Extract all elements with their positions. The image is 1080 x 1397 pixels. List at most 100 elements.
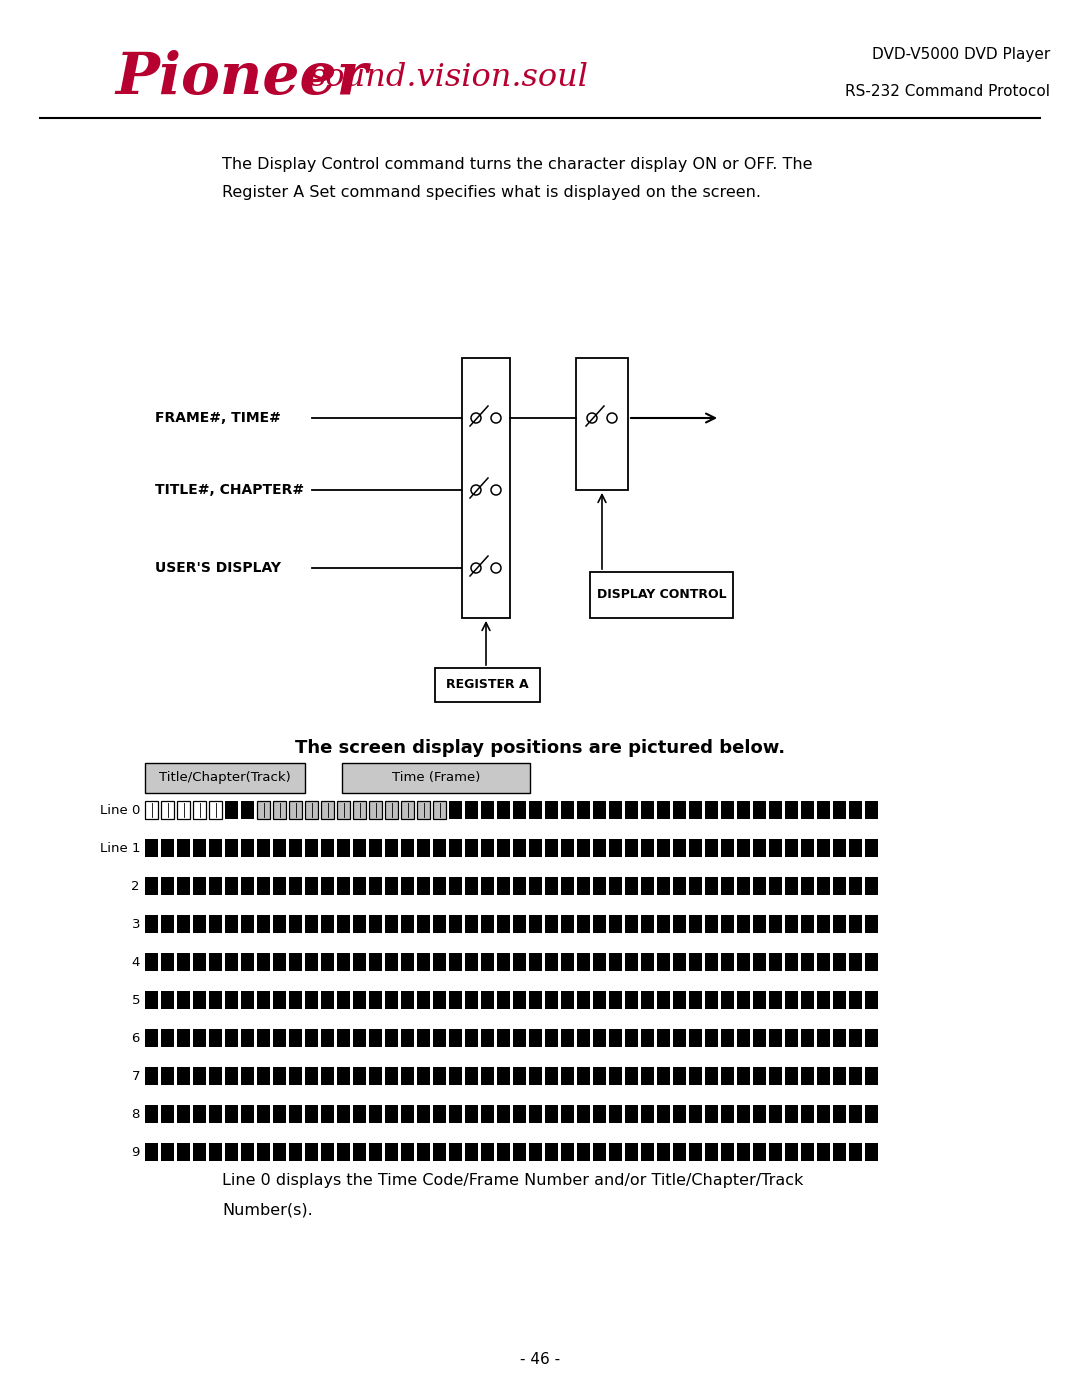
Bar [145,840,158,856]
Bar [849,1030,862,1046]
Bar [289,800,302,819]
Bar [625,1067,638,1085]
Bar [305,1143,318,1161]
Bar [321,877,334,895]
Bar [865,1143,878,1161]
Bar [561,1030,573,1046]
Bar [257,953,270,971]
Bar [401,1067,414,1085]
Bar [590,571,733,617]
Bar [801,915,814,933]
Bar [225,915,238,933]
Bar [673,915,686,933]
Text: 3: 3 [132,918,140,930]
Bar [273,1105,286,1123]
Bar [705,840,718,856]
Bar [753,1030,766,1046]
Bar [642,1030,654,1046]
Bar [384,915,399,933]
Bar [689,1143,702,1161]
Bar [177,840,190,856]
Bar [145,915,158,933]
Bar [865,1030,878,1046]
Bar [816,1105,831,1123]
Bar [337,1105,350,1123]
Bar [529,1143,542,1161]
Bar [657,990,670,1009]
Bar [497,915,510,933]
Bar [433,1105,446,1123]
Bar [241,840,254,856]
Bar [529,990,542,1009]
Bar [384,840,399,856]
Bar [833,915,846,933]
Bar [193,877,206,895]
Bar [225,1067,238,1085]
Bar [401,1143,414,1161]
Bar [577,953,590,971]
Bar [449,1105,462,1123]
Bar [865,915,878,933]
Bar [753,800,766,819]
Bar [210,1067,222,1085]
Bar [609,877,622,895]
Bar [193,1030,206,1046]
Bar [161,1067,174,1085]
Bar [384,1105,399,1123]
Bar [417,1067,430,1085]
Bar [657,915,670,933]
Bar [417,953,430,971]
Bar [401,1105,414,1123]
Bar [642,800,654,819]
Bar [721,990,734,1009]
Bar [161,877,174,895]
Bar [433,1143,446,1161]
Bar [545,877,558,895]
Bar [801,840,814,856]
Bar [257,1143,270,1161]
Bar [642,840,654,856]
Bar [849,1105,862,1123]
Bar [305,877,318,895]
Bar [625,877,638,895]
Bar [577,840,590,856]
Bar [737,800,750,819]
Bar [785,840,798,856]
Bar [273,1030,286,1046]
Text: The screen display positions are pictured below.: The screen display positions are picture… [295,739,785,757]
Bar [210,1105,222,1123]
Bar [289,1143,302,1161]
Bar [481,1030,494,1046]
Text: 2: 2 [132,880,140,893]
Bar [545,990,558,1009]
Bar [177,1067,190,1085]
Bar [145,953,158,971]
Bar [481,800,494,819]
Bar [305,800,318,819]
Bar [305,840,318,856]
Bar [337,915,350,933]
Bar [609,1105,622,1123]
Bar [737,990,750,1009]
Bar [721,915,734,933]
Bar [305,1105,318,1123]
Bar [225,1143,238,1161]
Bar [193,990,206,1009]
Bar [305,915,318,933]
Bar [689,840,702,856]
Bar [593,800,606,819]
Bar [257,877,270,895]
Bar [721,953,734,971]
Bar [785,1067,798,1085]
Bar [257,1105,270,1123]
Bar [241,1105,254,1123]
Bar [417,1030,430,1046]
Bar [225,800,238,819]
Bar [289,1067,302,1085]
Bar [353,915,366,933]
Bar [321,953,334,971]
Bar [210,953,222,971]
Text: Time (Frame): Time (Frame) [392,771,481,785]
Bar [497,840,510,856]
Bar [225,953,238,971]
